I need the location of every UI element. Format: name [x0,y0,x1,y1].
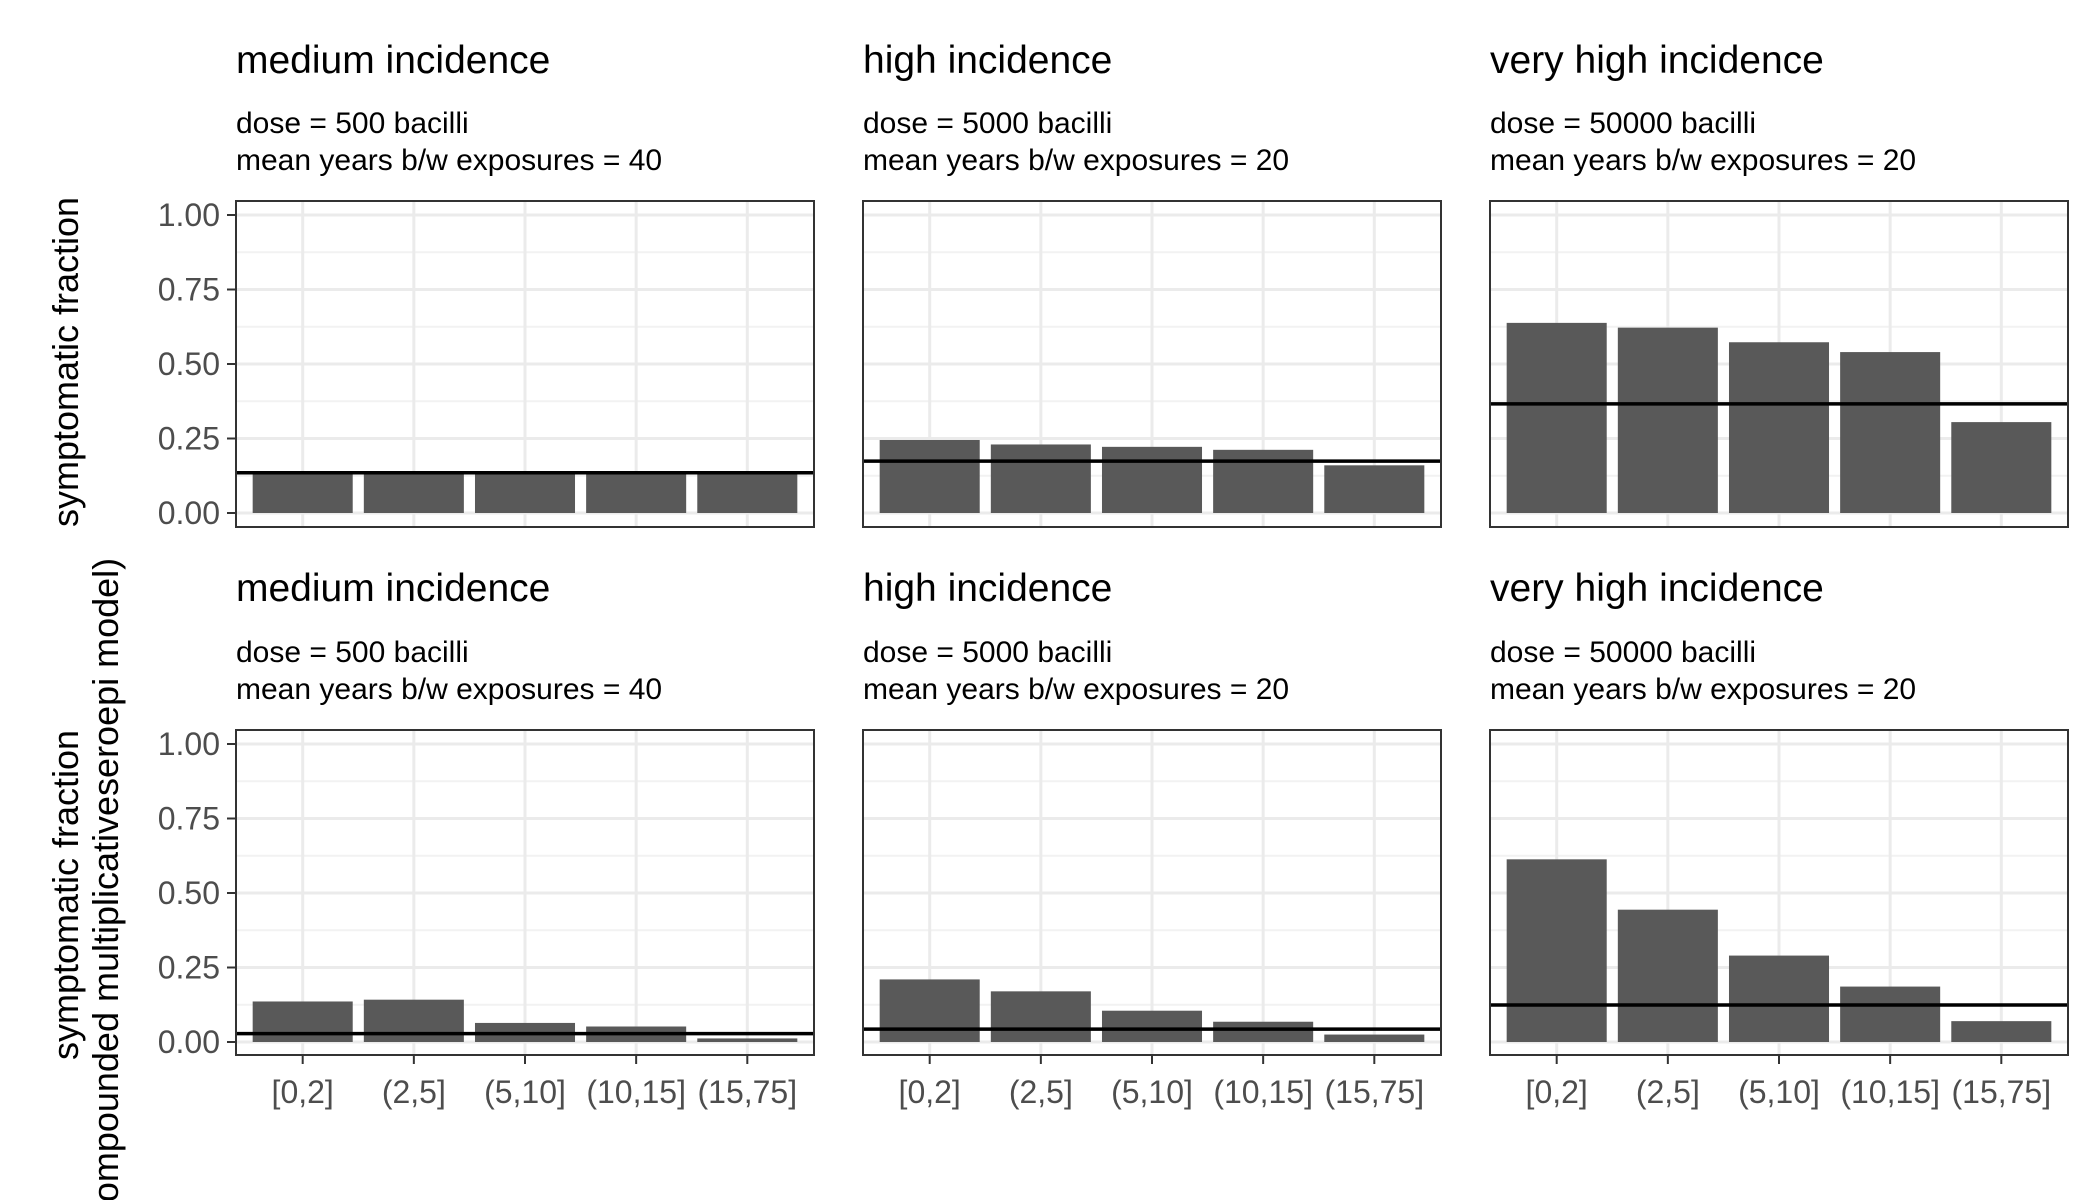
y-tick-label: 1.00 [158,197,220,233]
panel-subtitle-exposure: mean years b/w exposures = 40 [236,144,662,177]
panel-2: high incidence dose = 5000 bacilli mean ye… [862,39,1442,528]
panel-border [862,200,1442,528]
x-tick-label: (2,5] [382,1074,446,1110]
panel-title: very high incidence [1490,567,1824,610]
y-tick-label: 0.75 [158,801,220,837]
chart-panels: medium incidence dose = 500 bacilli mean y… [158,39,2069,1110]
panel-subtitle-dose: dose = 50000 bacilli [1490,107,1756,140]
bar-2 [363,999,464,1042]
panel-subtitle-exposure: mean years b/w exposures = 20 [863,144,1289,177]
y-axis-label-bottom-model: (compounded multiplicativeseroepi model) [85,558,126,1200]
bar-2 [363,472,464,513]
bar-2 [990,444,1091,513]
y-tick-label: 0.25 [158,421,220,457]
bar-3 [1728,955,1830,1042]
x-tick-label: [0,2] [272,1074,334,1110]
bar-5 [697,1038,798,1042]
x-tick-label: (10,15] [1840,1074,1940,1110]
bar-4 [1840,352,1941,513]
bar-1 [879,439,980,513]
y-tick-label: 0.00 [158,495,220,531]
x-tick-label: (15,75] [1951,1074,2051,1110]
panel-subtitle-exposure: mean years b/w exposures = 40 [236,673,662,706]
x-tick-label: [0,2] [1526,1074,1588,1110]
bar-3 [1101,446,1203,513]
bar-5 [697,472,798,513]
bar-4 [586,472,687,513]
panel-border [1489,200,2069,528]
bar-4 [1213,1021,1314,1042]
panel-title: high incidence [863,567,1112,610]
x-tick-label: [0,2] [899,1074,961,1110]
panel-title: medium incidence [236,39,550,82]
bar-2 [1617,909,1718,1042]
panel-5: high incidence dose = 5000 bacilli mean ye… [862,567,1442,1110]
panel-subtitle-dose: dose = 500 bacilli [236,636,469,669]
bar-4 [1840,986,1941,1042]
y-axis-label-bottom: symptomatic fraction [45,730,86,1060]
panel-title: very high incidence [1490,39,1824,82]
panel-subtitle-dose: dose = 500 bacilli [236,107,469,140]
x-tick-label: (2,5] [1009,1074,1073,1110]
bar-1 [1506,859,1607,1042]
y-tick-label: 1.00 [158,726,220,762]
panel-subtitle-exposure: mean years b/w exposures = 20 [1490,673,1916,706]
y-tick-label: 0.00 [158,1024,220,1060]
x-tick-label: (5,10] [1738,1074,1820,1110]
bar-1 [252,1001,353,1042]
panel-subtitle-exposure: mean years b/w exposures = 20 [863,673,1289,706]
panel-title: high incidence [863,39,1112,82]
panel-6: very high incidence dose = 50000 bacilli m… [1489,567,2069,1110]
y-tick-label: 0.25 [158,950,220,986]
y-tick-label: 0.50 [158,346,220,382]
bar-2 [1617,327,1718,513]
bar-2 [990,991,1091,1042]
x-tick-label: (10,15] [586,1074,686,1110]
panel-title: medium incidence [236,567,550,610]
bar-5 [1951,1021,2052,1042]
panel-subtitle-dose: dose = 5000 bacilli [863,107,1112,140]
x-tick-label: (5,10] [484,1074,566,1110]
bar-1 [879,979,980,1042]
bar-5 [1951,422,2052,513]
x-tick-label: (5,10] [1111,1074,1193,1110]
panel-1: medium incidence dose = 500 bacilli mean y… [158,39,815,531]
y-tick-label: 0.75 [158,272,220,308]
panel-3: very high incidence dose = 50000 bacilli m… [1489,39,2069,528]
bar-1 [1506,322,1607,513]
bar-5 [1324,465,1425,513]
panel-subtitle-dose: dose = 5000 bacilli [863,636,1112,669]
x-tick-label: (10,15] [1213,1074,1313,1110]
panel-subtitle-dose: dose = 50000 bacilli [1490,636,1756,669]
x-tick-label: (15,75] [1324,1074,1424,1110]
panel-subtitle-exposure: mean years b/w exposures = 20 [1490,144,1916,177]
bar-3 [1728,342,1830,513]
bar-5 [1324,1034,1425,1042]
y-tick-label: 0.50 [158,875,220,911]
y-axis-label-top: symptomatic fraction [45,197,86,527]
bar-3 [474,472,576,513]
x-tick-label: (15,75] [697,1074,797,1110]
bar-3 [1101,1010,1203,1042]
panel-4: medium incidence dose = 500 bacilli mean y… [158,567,815,1110]
bar-1 [252,472,353,513]
bar-4 [1213,449,1314,513]
x-tick-label: (2,5] [1636,1074,1700,1110]
